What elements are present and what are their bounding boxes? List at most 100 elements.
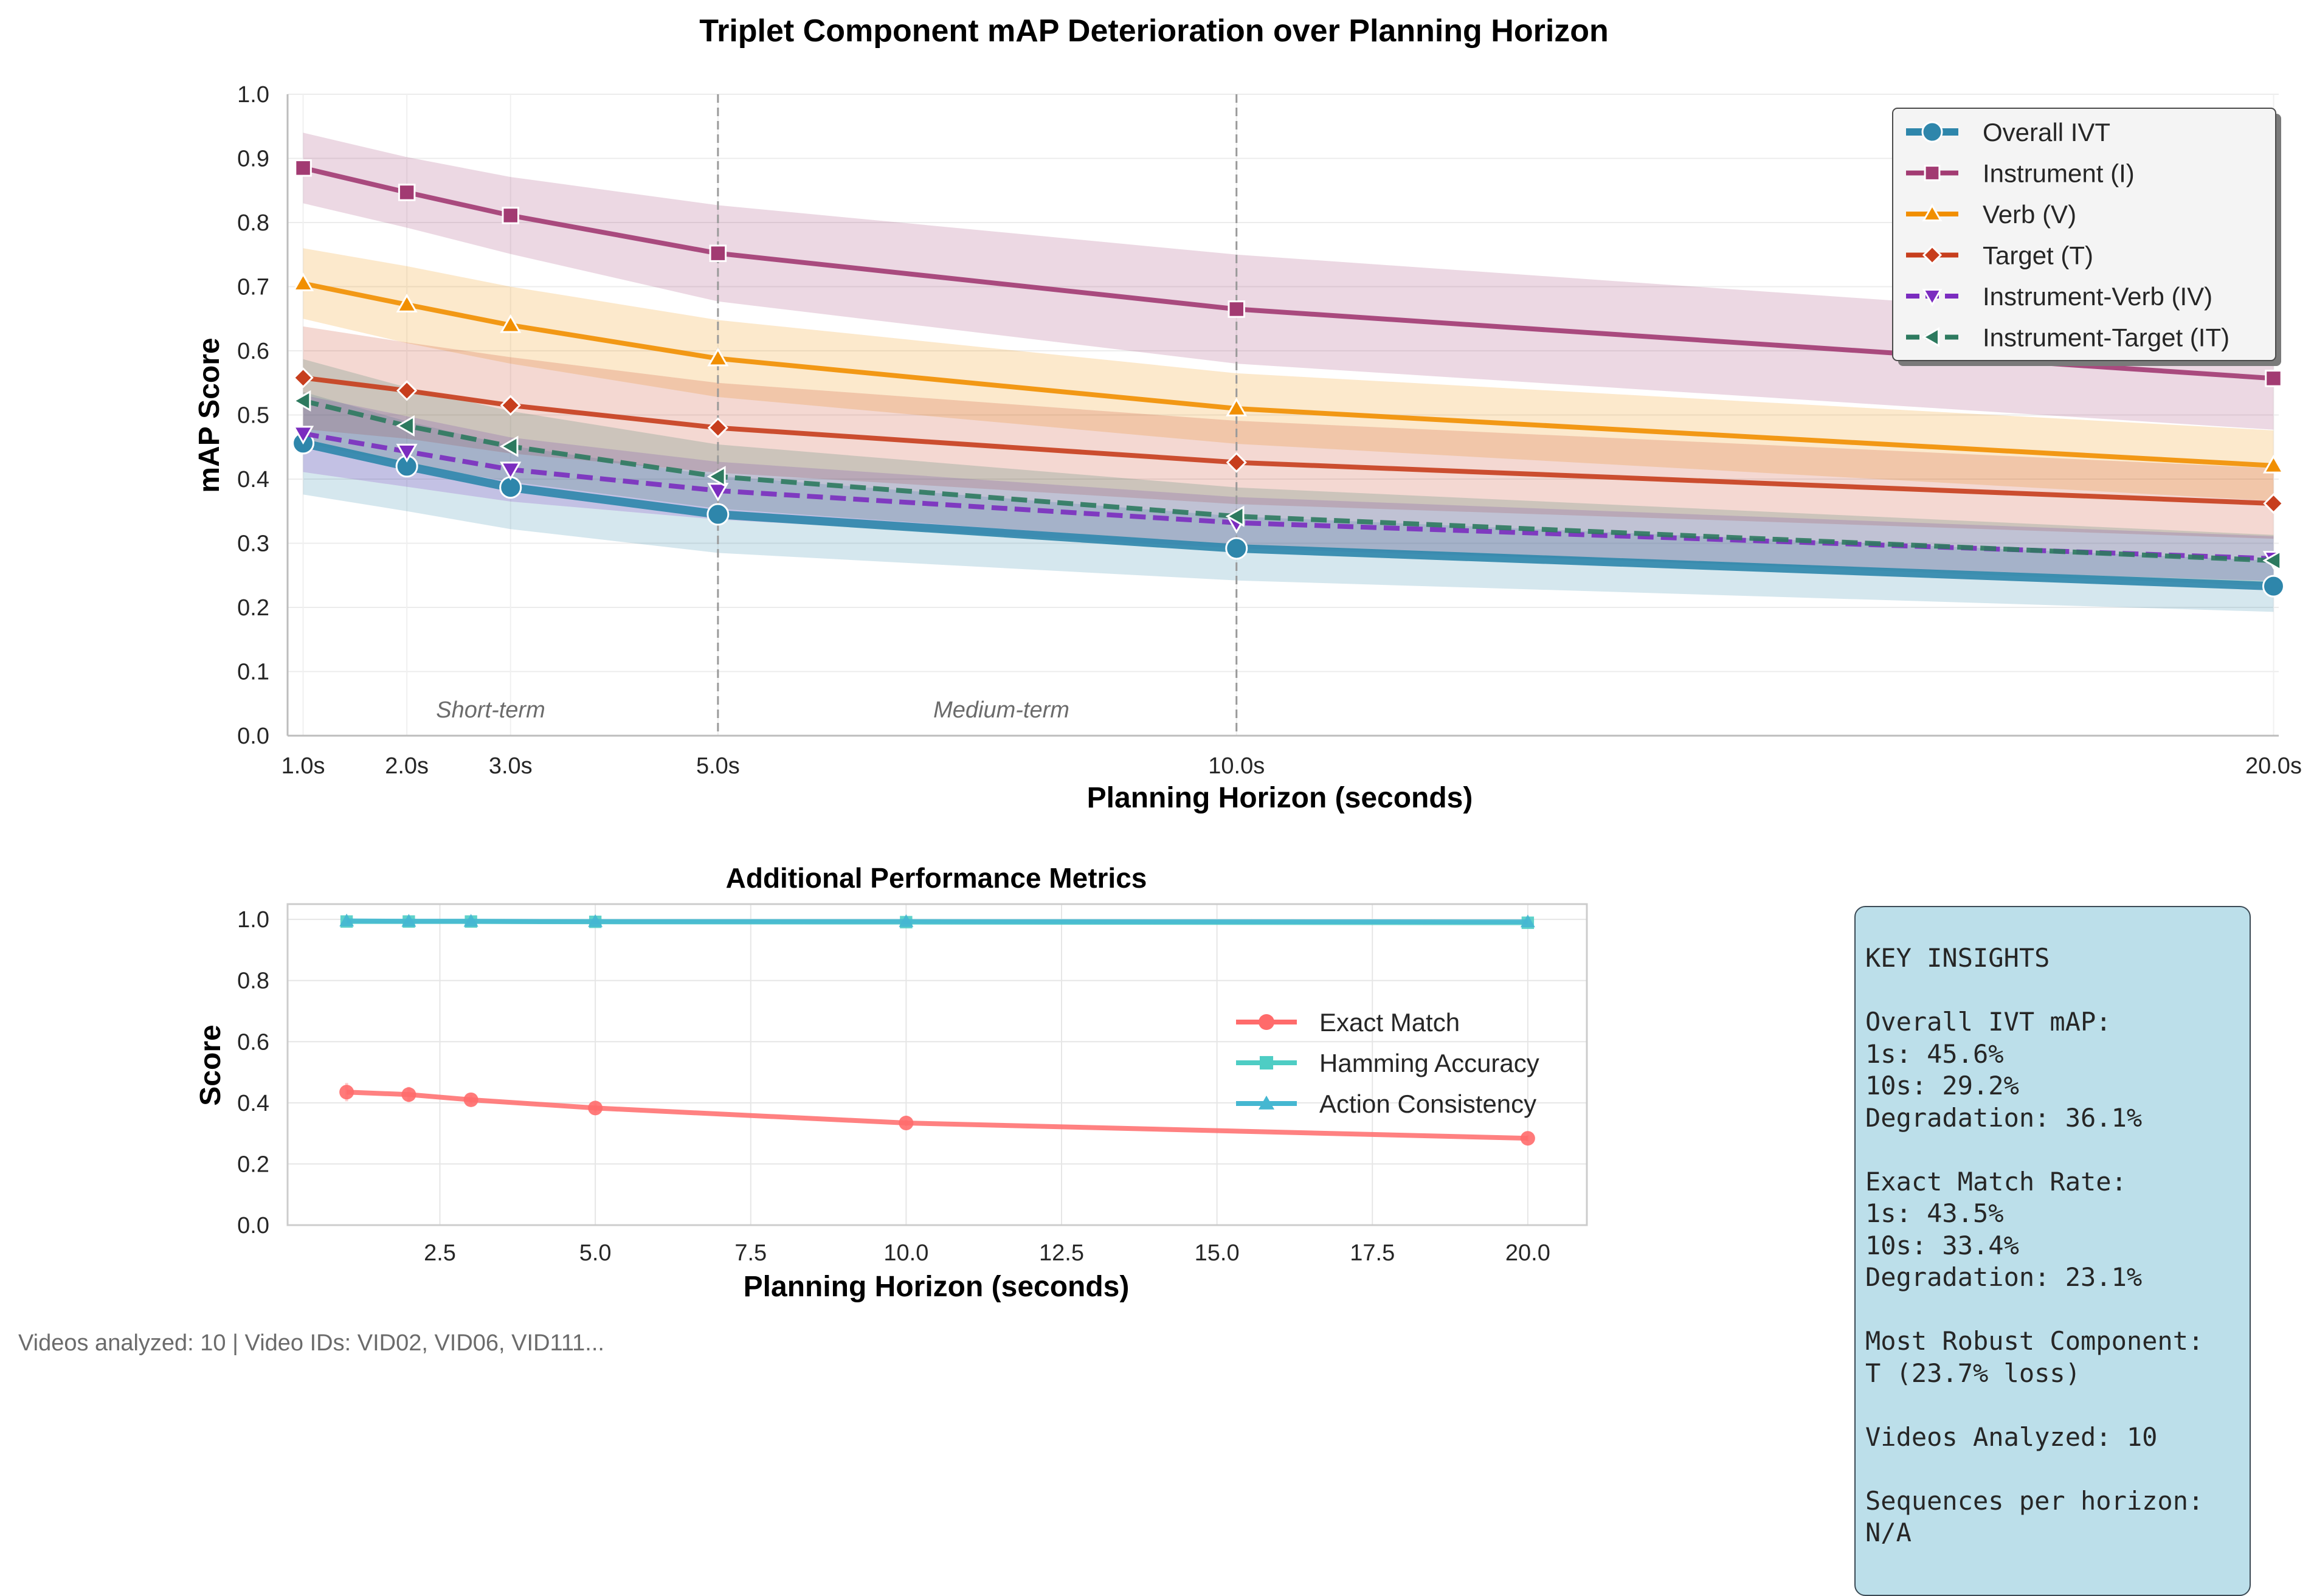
series-line-exact-match	[346, 1090, 1528, 1141]
band-instrument-i	[303, 133, 2274, 430]
data-point-verb-v	[1226, 397, 1248, 416]
data-point-overall-ivt	[1225, 537, 1248, 560]
legend-marker-hamming-accuracy	[1259, 1055, 1274, 1070]
y-tick-label: 0.0	[237, 1213, 269, 1238]
x-tick-label: 3.0s	[489, 753, 533, 779]
band-overall-ivt	[303, 392, 2274, 612]
legend-marker-target-t	[1922, 245, 1943, 265]
data-point-action-consistency	[401, 914, 416, 927]
annotation-short-term: Short-term	[436, 697, 545, 723]
legend-label-hamming-accuracy: Hamming Accuracy	[1319, 1049, 1539, 1077]
series-line-target-t	[303, 375, 2274, 506]
series-line-overall-ivt	[302, 439, 2274, 591]
band-instrument-verb-iv	[303, 395, 2274, 581]
key-insights-text: KEY INSIGHTS Overall IVT mAP: 1s: 45.6% …	[1865, 943, 2204, 1547]
y-tick-label: 0.8	[237, 210, 269, 236]
data-point-instrument-target-it	[396, 415, 415, 437]
legend-marker-verb-v	[1922, 203, 1943, 221]
data-point-instrument-i	[2265, 370, 2282, 387]
y-tick-label: 0.7	[237, 275, 269, 300]
data-point-action-consistency	[339, 913, 354, 927]
data-point-target-t	[292, 367, 314, 389]
y-tick-label: 0.9	[237, 147, 269, 172]
data-point-instrument-i	[1228, 300, 1245, 318]
data-point-target-t	[707, 417, 728, 438]
metrics-chart-legend: Exact Match Hamming Accuracy Action Consis…	[1236, 1008, 1539, 1118]
data-point-exact-match	[588, 1100, 603, 1116]
x-tick-label: 5.0	[579, 1240, 612, 1266]
x-tick-label: 2.5	[424, 1240, 456, 1266]
series-line-instrument-i	[302, 165, 2274, 381]
y-tick-label: 0.4	[237, 1091, 269, 1116]
data-point-instrument-i	[398, 184, 416, 201]
y-tick-label: 0.1	[237, 660, 269, 685]
metrics-chart-title: Additional Performance Metrics	[726, 862, 1147, 894]
data-point-target-t	[1226, 452, 1247, 473]
y-tick-label: 0.3	[237, 531, 269, 557]
main-chart-axes	[286, 94, 2279, 737]
legend-marker-instrument-i	[1924, 165, 1941, 181]
legend-marker-exact-match	[1259, 1014, 1274, 1030]
y-tick-label: 0.2	[237, 595, 269, 621]
data-point-instrument-target-it	[2262, 550, 2282, 572]
legend-marker-instrument-target-it	[1921, 326, 1939, 348]
data-point-exact-match	[339, 1085, 354, 1100]
y-tick-label: 1.0	[237, 907, 269, 933]
y-tick-label: 0.5	[237, 403, 269, 429]
series-line-instrument-verb-iv	[302, 431, 2274, 561]
legend-label-instrument-i: Instrument (I)	[1983, 159, 2135, 188]
y-tick-label: 0.6	[237, 1029, 269, 1055]
legend-label-target-t: Target (T)	[1983, 241, 2093, 270]
data-point-instrument-target-it	[1225, 505, 1245, 527]
x-tick-label: 17.5	[1350, 1240, 1395, 1266]
main-chart-tick-labels: 0.0 0.1 0.2 0.3 0.4 0.5 0.6 0.7 0.8 0.9 1.0 1.0s 2.0…	[237, 82, 2302, 779]
main-chart-series	[292, 159, 2285, 598]
y-tick-label: 0.8	[237, 969, 269, 994]
y-tick-label: 0.4	[237, 467, 269, 492]
data-point-verb-v	[707, 347, 729, 367]
legend-label-instrument-verb-iv: Instrument-Verb (IV)	[1983, 282, 2212, 311]
data-point-instrument-i	[294, 159, 312, 177]
x-tick-label: 12.5	[1039, 1240, 1084, 1266]
legend-label-exact-match: Exact Match	[1319, 1008, 1460, 1037]
key-insights-panel	[1854, 906, 2251, 1596]
y-tick-label: 0.0	[237, 724, 269, 749]
metrics-plot-frame	[286, 903, 1588, 1226]
data-point-verb-v	[2262, 454, 2285, 474]
data-point-exact-match	[401, 1087, 416, 1102]
metrics-chart: Additional Performance Metrics 0.0 0.2 0.4…	[195, 862, 1588, 1303]
data-point-action-consistency	[463, 914, 478, 927]
data-point-instrument-i	[709, 244, 727, 262]
x-tick-label: 15.0	[1195, 1240, 1240, 1266]
data-point-overall-ivt	[706, 503, 730, 526]
annotation-medium-term: Medium-term	[933, 697, 1069, 723]
legend-label-instrument-target-it: Instrument-Target (IT)	[1983, 323, 2229, 352]
data-point-instrument-verb-iv	[292, 426, 314, 445]
legend-label-overall-ivt: Overall IVT	[1983, 118, 2110, 147]
x-tick-label: 2.0s	[385, 753, 429, 779]
data-point-action-consistency	[588, 914, 603, 927]
data-point-instrument-i	[502, 207, 519, 224]
data-point-action-consistency	[1520, 914, 1535, 928]
series-line-action-consistency	[347, 918, 1528, 925]
x-tick-label: 5.0s	[696, 753, 740, 779]
y-tick-label: 0.2	[237, 1152, 269, 1177]
legend-label-verb-v: Verb (V)	[1983, 200, 2076, 229]
data-point-exact-match	[1520, 1131, 1535, 1146]
metrics-chart-ylabel: Score	[195, 1024, 227, 1105]
data-point-instrument-verb-iv	[707, 483, 729, 502]
data-point-instrument-target-it	[706, 466, 726, 488]
x-tick-label: 1.0s	[281, 753, 325, 779]
x-tick-label: 10.0s	[1208, 753, 1265, 779]
legend-marker-overall-ivt	[1921, 121, 1943, 143]
legend-frame	[1892, 108, 2276, 361]
x-tick-label: 20.0	[1505, 1240, 1550, 1266]
data-point-verb-v	[500, 314, 522, 333]
data-point-exact-match	[463, 1092, 478, 1107]
metrics-chart-xlabel: Planning Horizon (seconds)	[744, 1271, 1130, 1303]
footer-note: Videos analyzed: 10 | Video IDs: VID02, …	[18, 1330, 604, 1356]
data-point-exact-match	[899, 1116, 914, 1131]
metrics-chart-tick-labels: 0.0 0.2 0.4 0.6 0.8 1.0 2.5 5.0 7.5 10.0 12.5 15.0 1…	[237, 907, 1550, 1266]
series-line-verb-v	[302, 281, 2274, 468]
